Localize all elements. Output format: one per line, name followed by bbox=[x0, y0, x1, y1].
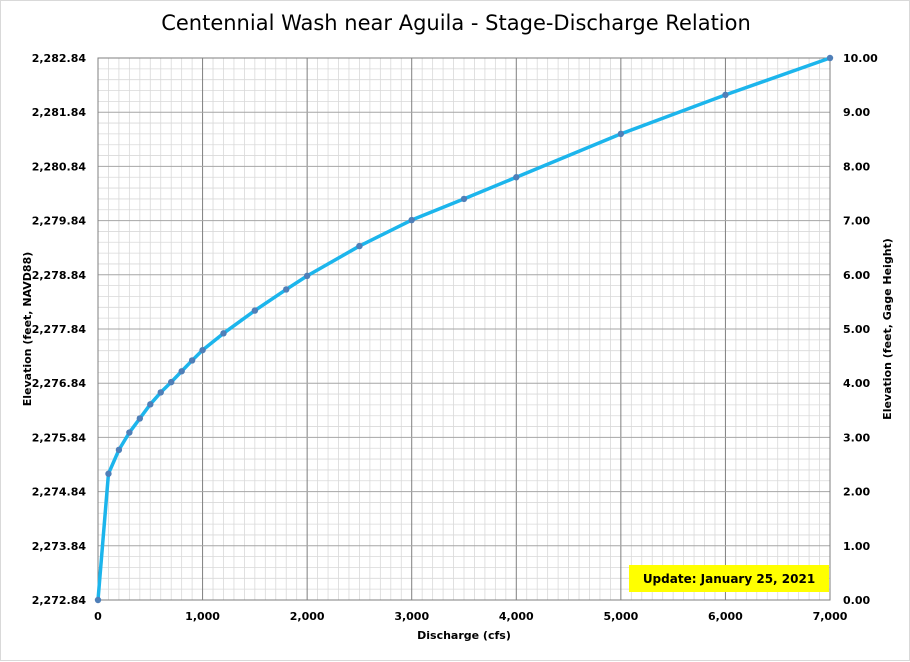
x-tick-label: 7,000 bbox=[813, 610, 848, 623]
x-tick-label: 0 bbox=[94, 610, 102, 623]
x-tick-label: 1,000 bbox=[185, 610, 220, 623]
data-point bbox=[617, 130, 625, 138]
data-point bbox=[251, 307, 259, 314]
x-tick-label: 6,000 bbox=[708, 610, 743, 623]
y-right-tick-label: 1.00 bbox=[843, 540, 870, 553]
y-left-tick-label: 2,272.84 bbox=[32, 594, 87, 607]
y-left-tick-label: 2,277.84 bbox=[32, 323, 87, 336]
y-right-tick-label: 4.00 bbox=[843, 377, 870, 390]
y-left-tick-label: 2,280.84 bbox=[32, 160, 87, 173]
y-right-axis-title: Elevation (feet, Gage Height) bbox=[881, 238, 894, 420]
plot-area-border bbox=[97, 57, 831, 601]
x-tick-label: 5,000 bbox=[603, 610, 638, 623]
data-point bbox=[147, 401, 154, 408]
data-point bbox=[513, 174, 520, 181]
data-point bbox=[460, 195, 468, 203]
data-point bbox=[115, 446, 123, 454]
data-point bbox=[136, 415, 144, 422]
data-point bbox=[283, 286, 290, 293]
y-left-tick-label: 2,282.84 bbox=[32, 52, 87, 65]
x-tick-label: 4,000 bbox=[499, 610, 534, 623]
y-left-tick-label: 2,278.84 bbox=[32, 269, 87, 282]
y-right-tick-label: 3.00 bbox=[843, 431, 870, 444]
data-point bbox=[722, 91, 729, 99]
data-point bbox=[356, 242, 363, 250]
data-point bbox=[94, 596, 102, 604]
y-left-tick-label: 2,279.84 bbox=[32, 215, 87, 228]
y-right-tick-label: 6.00 bbox=[843, 269, 870, 282]
y-left-tick-label: 2,273.84 bbox=[32, 540, 87, 553]
data-point bbox=[220, 330, 227, 337]
data-point bbox=[178, 368, 185, 375]
y-left-tick-label: 2,274.84 bbox=[32, 486, 87, 499]
x-axis-title: Discharge (cfs) bbox=[417, 629, 511, 642]
x-tick-label: 2,000 bbox=[290, 610, 325, 623]
y-left-tick-label: 2,275.84 bbox=[32, 431, 87, 444]
y-left-tick-label: 2,281.84 bbox=[32, 106, 87, 119]
y-right-tick-label: 9.00 bbox=[843, 106, 870, 119]
data-point bbox=[826, 54, 834, 62]
data-point bbox=[199, 346, 206, 354]
y-right-tick-label: 2.00 bbox=[843, 486, 870, 499]
update-note: Update: January 25, 2021 bbox=[629, 565, 829, 592]
y-right-tick-label: 7.00 bbox=[843, 215, 870, 228]
data-point bbox=[105, 470, 112, 477]
data-point bbox=[408, 216, 415, 224]
y-left-axis-title: Elevation (feet, NAVD88) bbox=[21, 252, 34, 407]
data-point bbox=[126, 429, 133, 436]
y-right-tick-label: 0.00 bbox=[843, 594, 870, 607]
y-right-tick-label: 10.00 bbox=[843, 52, 878, 65]
y-left-tick-label: 2,276.84 bbox=[32, 377, 87, 390]
data-point bbox=[303, 272, 311, 280]
data-point bbox=[168, 378, 175, 386]
rating-curve-line bbox=[96, 56, 832, 602]
chart-title: Centennial Wash near Aguila - Stage-Disc… bbox=[161, 11, 751, 35]
x-tick-label: 3,000 bbox=[394, 610, 429, 623]
data-point bbox=[188, 357, 196, 364]
data-point bbox=[157, 389, 164, 396]
y-right-tick-label: 5.00 bbox=[843, 323, 870, 336]
y-right-tick-label: 8.00 bbox=[843, 160, 870, 173]
